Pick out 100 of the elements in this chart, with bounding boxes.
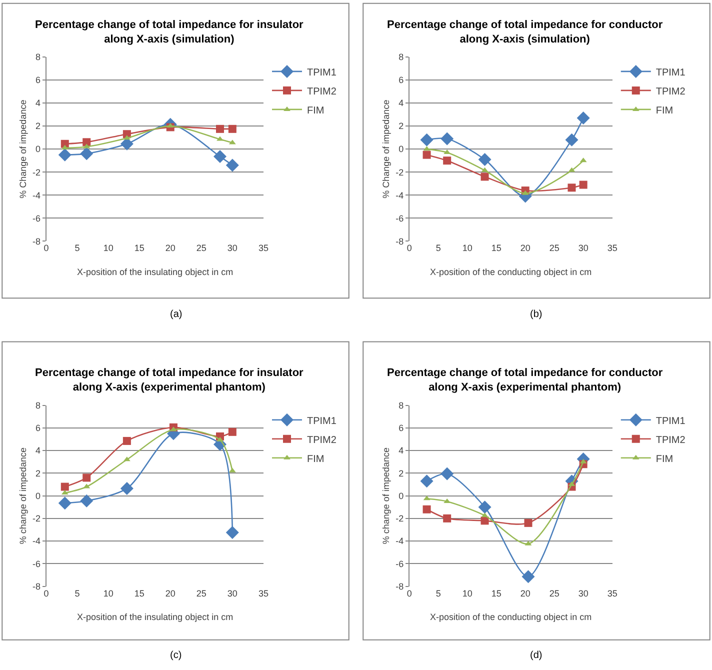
x-tick-label: 25: [196, 588, 206, 598]
y-tick-label: -6: [32, 213, 40, 224]
point: [422, 150, 431, 159]
legend-label: TPIM2: [307, 86, 337, 98]
y-tick-label: 8: [35, 400, 40, 410]
x-axis-title: X-position of the insulating object in cm: [77, 267, 234, 277]
y-tick-label: -2: [32, 514, 40, 524]
x-tick-label: 15: [491, 243, 502, 254]
y-tick-label: -6: [396, 213, 404, 224]
legend-label: TPIM2: [656, 434, 686, 446]
point: [58, 496, 72, 510]
point: [60, 482, 69, 491]
legend-label: FIM: [656, 105, 674, 116]
y-tick-label: -6: [396, 558, 404, 569]
point: [216, 124, 224, 133]
legend-label: TPIM1: [656, 416, 686, 427]
point: [579, 180, 588, 189]
point: [82, 138, 91, 146]
y-axis-title: % Change of impedance: [380, 100, 391, 198]
point: [443, 514, 452, 522]
x-tick-label: 35: [607, 588, 618, 598]
point: [226, 158, 239, 172]
x-tick-label: 15: [134, 243, 144, 254]
y-tick-label: 8: [398, 52, 404, 62]
point: [120, 482, 134, 495]
y-tick-label: 8: [35, 52, 40, 62]
chart-title: Percentage change of total impedance for conductor along X-axis (experimental phantom): [387, 367, 664, 394]
point: [228, 124, 236, 133]
x-axis-title: X-position of the conducting object in cm: [430, 267, 592, 277]
x-tick-label: 5: [436, 243, 441, 254]
y-tick-label: -4: [32, 536, 40, 546]
point: [228, 428, 236, 436]
chart-title: Percentage change of total impedance for insulator along X-axis (experimental phantom): [35, 367, 304, 394]
x-tick-label: 35: [607, 243, 618, 254]
legend-label: FIM: [307, 105, 324, 116]
x-tick-label: 20: [165, 243, 176, 254]
legend-label: FIM: [656, 454, 674, 465]
x-tick-label: 30: [578, 243, 588, 254]
y-tick-label: 4: [35, 446, 40, 456]
point: [565, 133, 578, 146]
legend-label: FIM: [307, 454, 324, 465]
text: (d): [530, 650, 542, 661]
y-tick-label: 6: [35, 75, 40, 86]
chart-title: Percentage change of total impedance for conductor along X-axis (simulation): [387, 19, 664, 46]
point: [216, 136, 224, 141]
text: (c): [170, 650, 182, 661]
x-axis-title: X-position of the insulating object in cm: [77, 612, 234, 622]
x-tick-label: 10: [103, 243, 114, 254]
x-tick-label: 30: [227, 243, 238, 254]
x-axis-title: X-position of the conducting object in cm: [430, 612, 592, 622]
point: [420, 474, 434, 488]
y-tick-label: 6: [398, 423, 404, 434]
point: [522, 570, 535, 584]
point: [80, 494, 94, 508]
y-tick-label: -8: [32, 236, 40, 246]
y-axis-title: % Change of impedance: [18, 100, 28, 198]
y-tick-label: 0: [398, 144, 404, 154]
x-tick-label: 30: [227, 588, 238, 598]
point: [524, 518, 532, 527]
y-tick-label: 6: [35, 423, 40, 434]
x-tick-label: 5: [74, 588, 80, 598]
point: [58, 148, 72, 162]
point: [422, 505, 431, 514]
x-tick-label: 0: [44, 588, 49, 598]
x-tick-label: 20: [520, 243, 530, 254]
x-tick-label: 25: [549, 588, 560, 598]
y-tick-label: 4: [398, 98, 404, 108]
text: (a): [170, 309, 182, 320]
y-axis-title: % change of impedance: [18, 448, 28, 544]
point: [440, 467, 454, 480]
y-tick-label: 4: [35, 98, 40, 108]
point: [480, 172, 489, 181]
y-tick-label: -4: [396, 536, 404, 546]
y-tick-label: -8: [396, 236, 404, 246]
point: [82, 474, 91, 482]
text: (b): [530, 309, 542, 320]
y-tick-label: 0: [35, 490, 40, 501]
y-tick-label: -8: [32, 581, 40, 592]
point: [122, 436, 131, 445]
x-tick-label: 25: [549, 243, 560, 254]
point: [478, 500, 492, 514]
y-tick-label: 0: [398, 490, 404, 501]
y-tick-label: -6: [32, 558, 40, 569]
x-tick-label: 35: [258, 588, 268, 598]
x-tick-label: 30: [578, 588, 588, 598]
y-tick-label: 2: [398, 468, 404, 478]
point: [480, 516, 489, 525]
chart-title: Percentage change of total impedance for insulator along X-axis (simulation): [35, 19, 304, 46]
x-tick-label: 15: [491, 588, 502, 598]
y-tick-label: -2: [396, 514, 404, 524]
point: [568, 184, 576, 192]
x-tick-label: 10: [462, 588, 472, 598]
y-tick-label: 0: [35, 144, 40, 154]
y-axis-title: % change of impedance: [380, 448, 391, 544]
point: [440, 132, 454, 146]
y-tick-label: -2: [32, 167, 40, 178]
x-tick-label: 0: [406, 588, 412, 598]
x-tick-label: 0: [406, 243, 412, 254]
legend-label: TPIM1: [307, 416, 337, 427]
x-tick-label: 20: [520, 588, 530, 598]
